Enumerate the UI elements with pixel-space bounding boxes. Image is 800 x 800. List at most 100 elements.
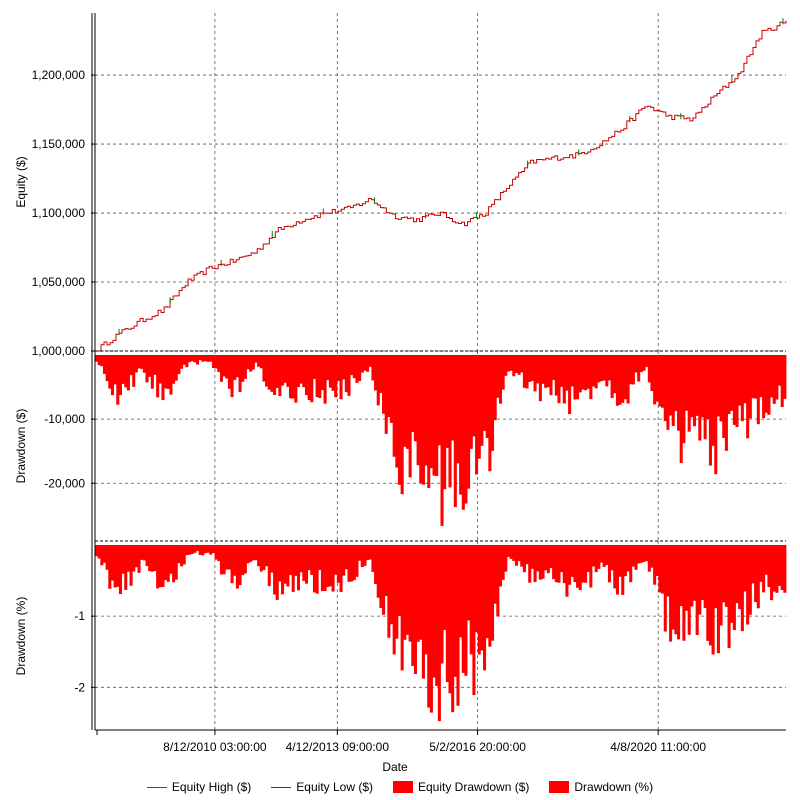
drawdown-bar [124, 545, 128, 590]
drawdown-bar [589, 355, 593, 400]
drawdown-bar [217, 545, 221, 562]
drawdown-bar [461, 355, 465, 510]
drawdown-bar [631, 545, 635, 567]
drawdown-bar [97, 545, 101, 559]
drawdown-bar [140, 355, 144, 369]
drawdown-bar [198, 545, 202, 555]
drawdown-bar [530, 355, 534, 381]
y-tick-label: -10,000 [44, 412, 85, 426]
drawdown-bar [687, 355, 691, 432]
drawdown-bar [243, 545, 247, 574]
drawdown-bar [352, 545, 356, 581]
drawdown-bar [281, 545, 285, 595]
drawdown-bar [716, 355, 720, 417]
drawdown-bar [270, 545, 274, 573]
drawdown-bar [360, 355, 364, 373]
drawdown-bar [97, 355, 101, 366]
drawdown-bar [746, 545, 750, 625]
drawdown-bar [770, 355, 774, 398]
drawdown-bar [695, 355, 699, 416]
drawdown-bar [259, 545, 263, 572]
drawdown-bar [764, 545, 768, 575]
drawdown-bar [464, 355, 468, 504]
legend-label: Equity Drawdown ($) [418, 780, 530, 794]
drawdown-bar [403, 545, 407, 640]
drawdown-bar [427, 355, 431, 489]
drawdown-bar [642, 545, 646, 562]
y-tick-label: -20,000 [44, 476, 85, 490]
drawdown-bar [366, 355, 370, 372]
drawdown-bar [480, 355, 484, 446]
drawdown-bar [395, 355, 399, 468]
drawdown-bar [408, 545, 412, 642]
drawdown-bar [390, 545, 394, 625]
drawdown-bar [312, 545, 316, 593]
y-axis-title: Drawdown ($) [14, 409, 28, 484]
drawdown-bar [445, 355, 449, 448]
drawdown-bar [188, 355, 192, 363]
drawdown-bar [480, 545, 484, 651]
drawdown-bar [554, 355, 558, 396]
drawdown-bar [320, 545, 324, 592]
drawdown-bar [674, 355, 678, 412]
drawdown-bar [358, 355, 362, 382]
drawdown-bar [591, 545, 596, 567]
drawdown-bar [485, 545, 489, 639]
drawdown-bar [249, 355, 253, 372]
drawdown-bar [727, 355, 731, 414]
drawdown-bar [514, 545, 518, 566]
drawdown-bar [121, 545, 125, 574]
drawdown-bar [719, 355, 723, 422]
equity-low-line [95, 20, 787, 352]
drawdown-bar [488, 545, 492, 647]
drawdown-bar [408, 355, 412, 478]
drawdown-bar [166, 545, 170, 582]
drawdown-bar [172, 545, 176, 583]
drawdown-bar [597, 545, 601, 569]
drawdown-bar [692, 355, 697, 427]
drawdown-bar [778, 355, 782, 386]
drawdown-bar [645, 355, 649, 367]
drawdown-bar [451, 545, 455, 713]
drawdown-bar [477, 355, 481, 459]
drawdown-bar [504, 545, 508, 572]
drawdown-bar [639, 545, 643, 563]
drawdown-bar [118, 355, 122, 395]
drawdown-bar [211, 545, 215, 554]
drawdown-bar [623, 545, 627, 577]
drawdown-bar [692, 545, 697, 601]
drawdown-bar [578, 355, 582, 393]
legend-item: Drawdown (%) [549, 780, 653, 794]
drawdown-bar [336, 355, 340, 381]
drawdown-bar [265, 355, 269, 387]
drawdown-bar [105, 545, 109, 570]
drawdown-bar [424, 545, 428, 655]
drawdown-bar [137, 545, 141, 573]
drawdown-bar [767, 545, 771, 588]
drawdown-bar [528, 355, 532, 382]
drawdown-bar [695, 545, 699, 635]
legend-box-swatch [393, 781, 413, 793]
drawdown-bar [775, 545, 779, 593]
drawdown-bar [262, 545, 266, 570]
drawdown-bar [573, 355, 577, 400]
drawdown-bar [257, 355, 261, 367]
drawdown-bar [783, 355, 787, 399]
drawdown-bar [621, 545, 625, 595]
y-tick-label: -1 [74, 609, 85, 623]
drawdown-bar [413, 355, 417, 442]
drawdown-bar [177, 355, 181, 375]
drawdown-bar [172, 355, 176, 384]
x-tick-label: 4/8/2020 11:00:00 [610, 740, 706, 754]
drawdown-bar [339, 545, 343, 592]
drawdown-bar [560, 545, 564, 573]
drawdown-bar [661, 355, 665, 408]
drawdown-bar [546, 545, 550, 574]
y-axis-title: Drawdown (%) [14, 597, 28, 676]
drawdown-bar [235, 545, 239, 589]
drawdown-bar [278, 355, 282, 397]
drawdown-bar [289, 545, 293, 575]
drawdown-bar [108, 545, 112, 589]
drawdown-bar [145, 545, 149, 567]
drawdown-bar [203, 545, 208, 554]
